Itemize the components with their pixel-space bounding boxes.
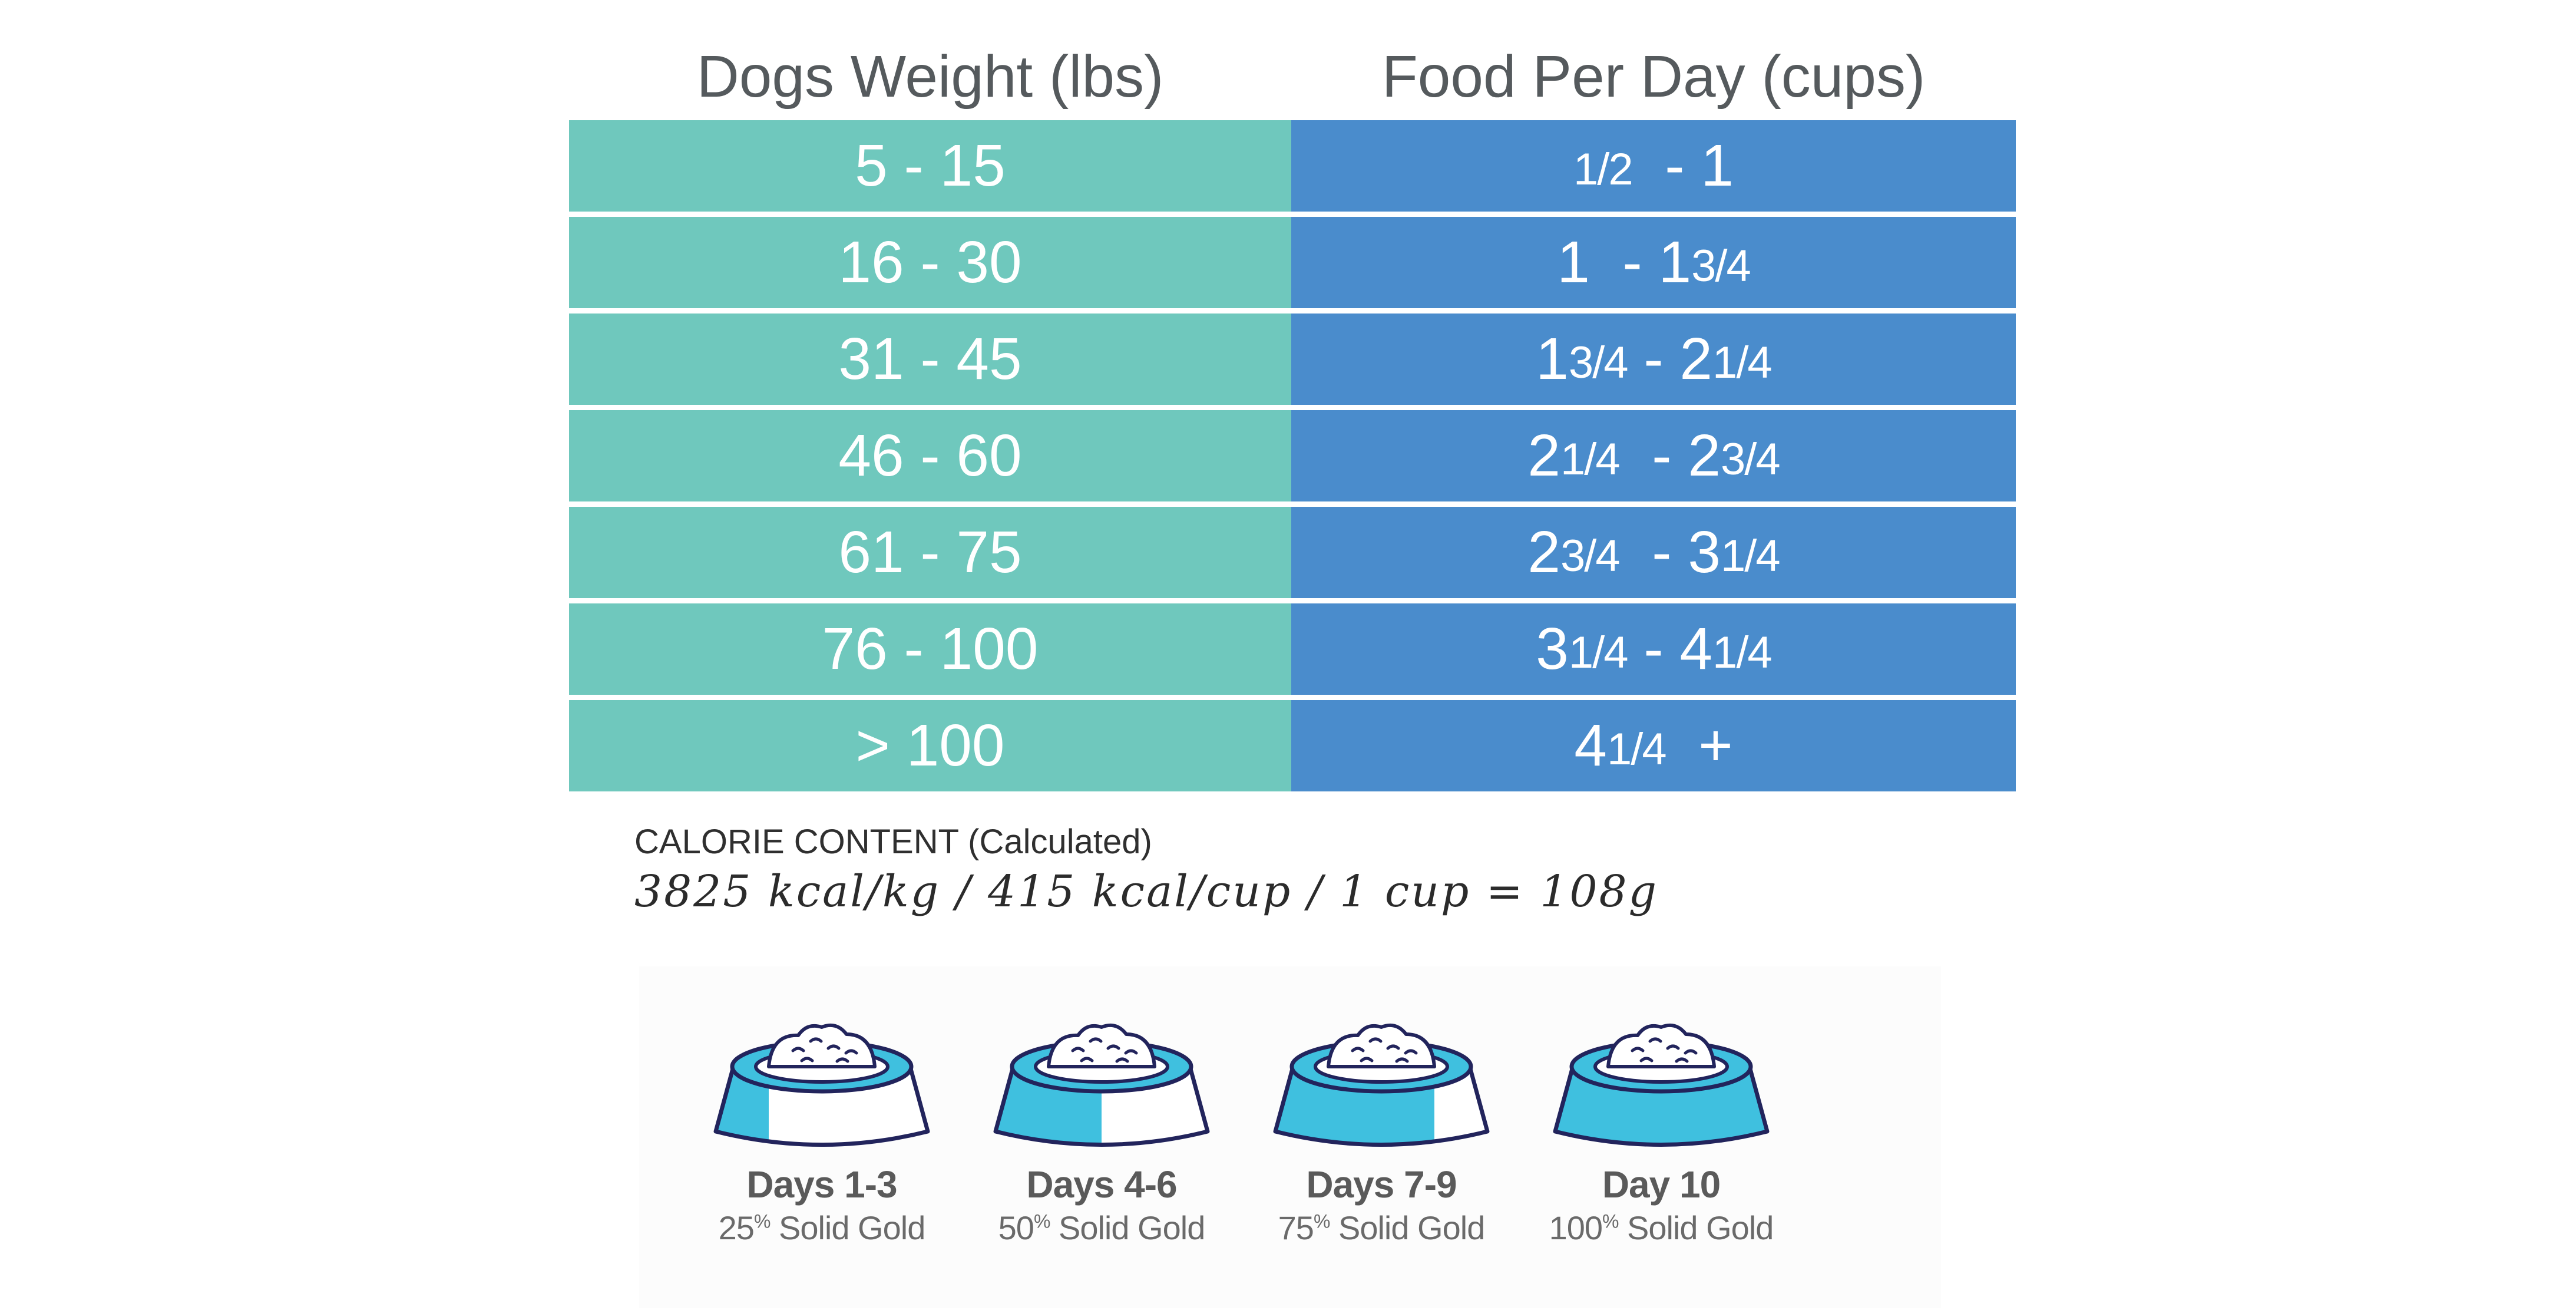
weight-cell: > 100 — [569, 700, 1291, 791]
transition-day-label: Days 7-9 — [1306, 1163, 1457, 1206]
food-cell: 3 1/4 - 4 1/4 — [1291, 603, 2016, 695]
food-bowl-icon — [1273, 1024, 1490, 1147]
food-fraction: 3/4 — [1720, 434, 1781, 484]
food-cell: 2 3/4 - 3 1/4 — [1291, 507, 2016, 598]
percent-value: 100 — [1549, 1209, 1603, 1246]
transition-day-label: Days 1-3 — [746, 1163, 897, 1206]
transition-percent-label: 25% Solid Gold — [698, 1209, 945, 1247]
food-fraction: 1/4 — [1712, 628, 1773, 678]
weight-cell: 31 - 45 — [569, 314, 1291, 405]
food-amount: - 4 — [1627, 616, 1713, 682]
food-fraction: 1/4 — [1560, 434, 1621, 484]
weight-cell: 76 - 100 — [569, 603, 1291, 695]
food-fraction: 3/4 — [1691, 241, 1751, 291]
food-cell: 1 3/4 - 2 1/4 — [1291, 314, 2016, 405]
percent-sign: % — [1033, 1210, 1050, 1232]
brand-label: Solid Gold — [770, 1209, 925, 1246]
food-amount: - 3 — [1619, 519, 1721, 585]
food-amount: 1 - 1 — [1557, 229, 1692, 295]
food-mound — [1606, 1024, 1716, 1068]
food-transition-panel: Days 1-3 25% Solid Gold Days 4-6 50% Solid … — [639, 966, 1941, 1308]
food-fraction: 1/4 — [1568, 628, 1629, 678]
food-amount: 4 — [1574, 712, 1607, 778]
food-mound — [1047, 1024, 1156, 1068]
transition-percent-label: 75% Solid Gold — [1258, 1209, 1505, 1247]
table-row: 31 - 45 1 3/4 - 2 1/4 — [569, 308, 2016, 405]
column-header-food: Food Per Day (cups) — [1381, 44, 1926, 110]
table-row: 76 - 100 3 1/4 - 4 1/4 — [569, 598, 2016, 695]
transition-percent-label: 50% Solid Gold — [978, 1209, 1225, 1247]
food-amount: + — [1665, 712, 1733, 778]
brand-label: Solid Gold — [1050, 1209, 1205, 1246]
percent-sign: % — [753, 1210, 771, 1232]
weight-cell: 5 - 15 — [569, 120, 1291, 212]
food-fraction: 3/4 — [1568, 338, 1629, 388]
food-cell: 4 1/4 + — [1291, 700, 2016, 791]
table-row: 16 - 30 1 - 1 3/4 — [569, 212, 2016, 308]
food-amount: 2 — [1527, 423, 1561, 489]
column-header-weight: Dogs Weight (lbs) — [696, 44, 1164, 110]
transition-step: Day 10 100% Solid Gold — [1537, 1011, 1785, 1247]
feeding-table: 5 - 15 1/2 - 1 16 - 30 1 - 1 3/4 31 - 45 1 3/4 … — [569, 120, 2016, 791]
transition-step: Days 1-3 25% Solid Gold — [698, 1011, 945, 1247]
percent-value: 25 — [718, 1209, 755, 1246]
weight-cell: 46 - 60 — [569, 410, 1291, 501]
brand-label: Solid Gold — [1618, 1209, 1774, 1246]
transition-day-label: Day 10 — [1602, 1163, 1721, 1206]
brand-label: Solid Gold — [1330, 1209, 1485, 1246]
calorie-content-title: CALORIE CONTENT (Calculated) — [634, 823, 1152, 861]
food-amount: - 1 — [1632, 133, 1734, 199]
transition-day-label: Days 4-6 — [1026, 1163, 1177, 1206]
percent-sign: % — [1313, 1210, 1330, 1232]
food-amount: 1 — [1536, 326, 1569, 392]
percent-value: 75 — [1278, 1209, 1314, 1246]
table-row: > 100 4 1/4 + — [569, 695, 2016, 791]
food-fraction: 1/4 — [1720, 531, 1781, 581]
table-row: 5 - 15 1/2 - 1 — [569, 120, 2016, 212]
food-bowl-icon — [993, 1024, 1210, 1147]
food-fraction: 1/2 — [1573, 144, 1633, 194]
table-row: 46 - 60 2 1/4 - 2 3/4 — [569, 405, 2016, 501]
transition-step: Days 4-6 50% Solid Gold — [978, 1011, 1225, 1247]
food-mound — [1327, 1024, 1436, 1068]
transition-step: Days 7-9 75% Solid Gold — [1258, 1011, 1505, 1247]
food-amount: 3 — [1536, 616, 1569, 682]
food-amount: - 2 — [1619, 423, 1721, 489]
percent-value: 50 — [998, 1209, 1034, 1246]
food-cell: 2 1/4 - 2 3/4 — [1291, 410, 2016, 501]
food-fraction: 3/4 — [1560, 531, 1621, 581]
food-bowl-icon — [713, 1024, 930, 1147]
food-bowl-icon — [1553, 1024, 1770, 1147]
food-amount: - 2 — [1627, 326, 1713, 392]
calorie-content-values: 3825 kcal/kg / 415 kcal/cup / 1 cup = 10… — [634, 866, 1658, 917]
food-mound — [767, 1024, 877, 1068]
food-fraction: 1/4 — [1712, 338, 1773, 388]
table-row: 61 - 75 2 3/4 - 3 1/4 — [569, 501, 2016, 598]
weight-cell: 61 - 75 — [569, 507, 1291, 598]
food-fraction: 1/4 — [1607, 724, 1667, 774]
food-cell: 1/2 - 1 — [1291, 120, 2016, 212]
percent-sign: % — [1602, 1210, 1619, 1232]
weight-cell: 16 - 30 — [569, 217, 1291, 308]
transition-percent-label: 100% Solid Gold — [1537, 1209, 1785, 1247]
food-amount: 2 — [1527, 519, 1561, 585]
food-cell: 1 - 1 3/4 — [1291, 217, 2016, 308]
